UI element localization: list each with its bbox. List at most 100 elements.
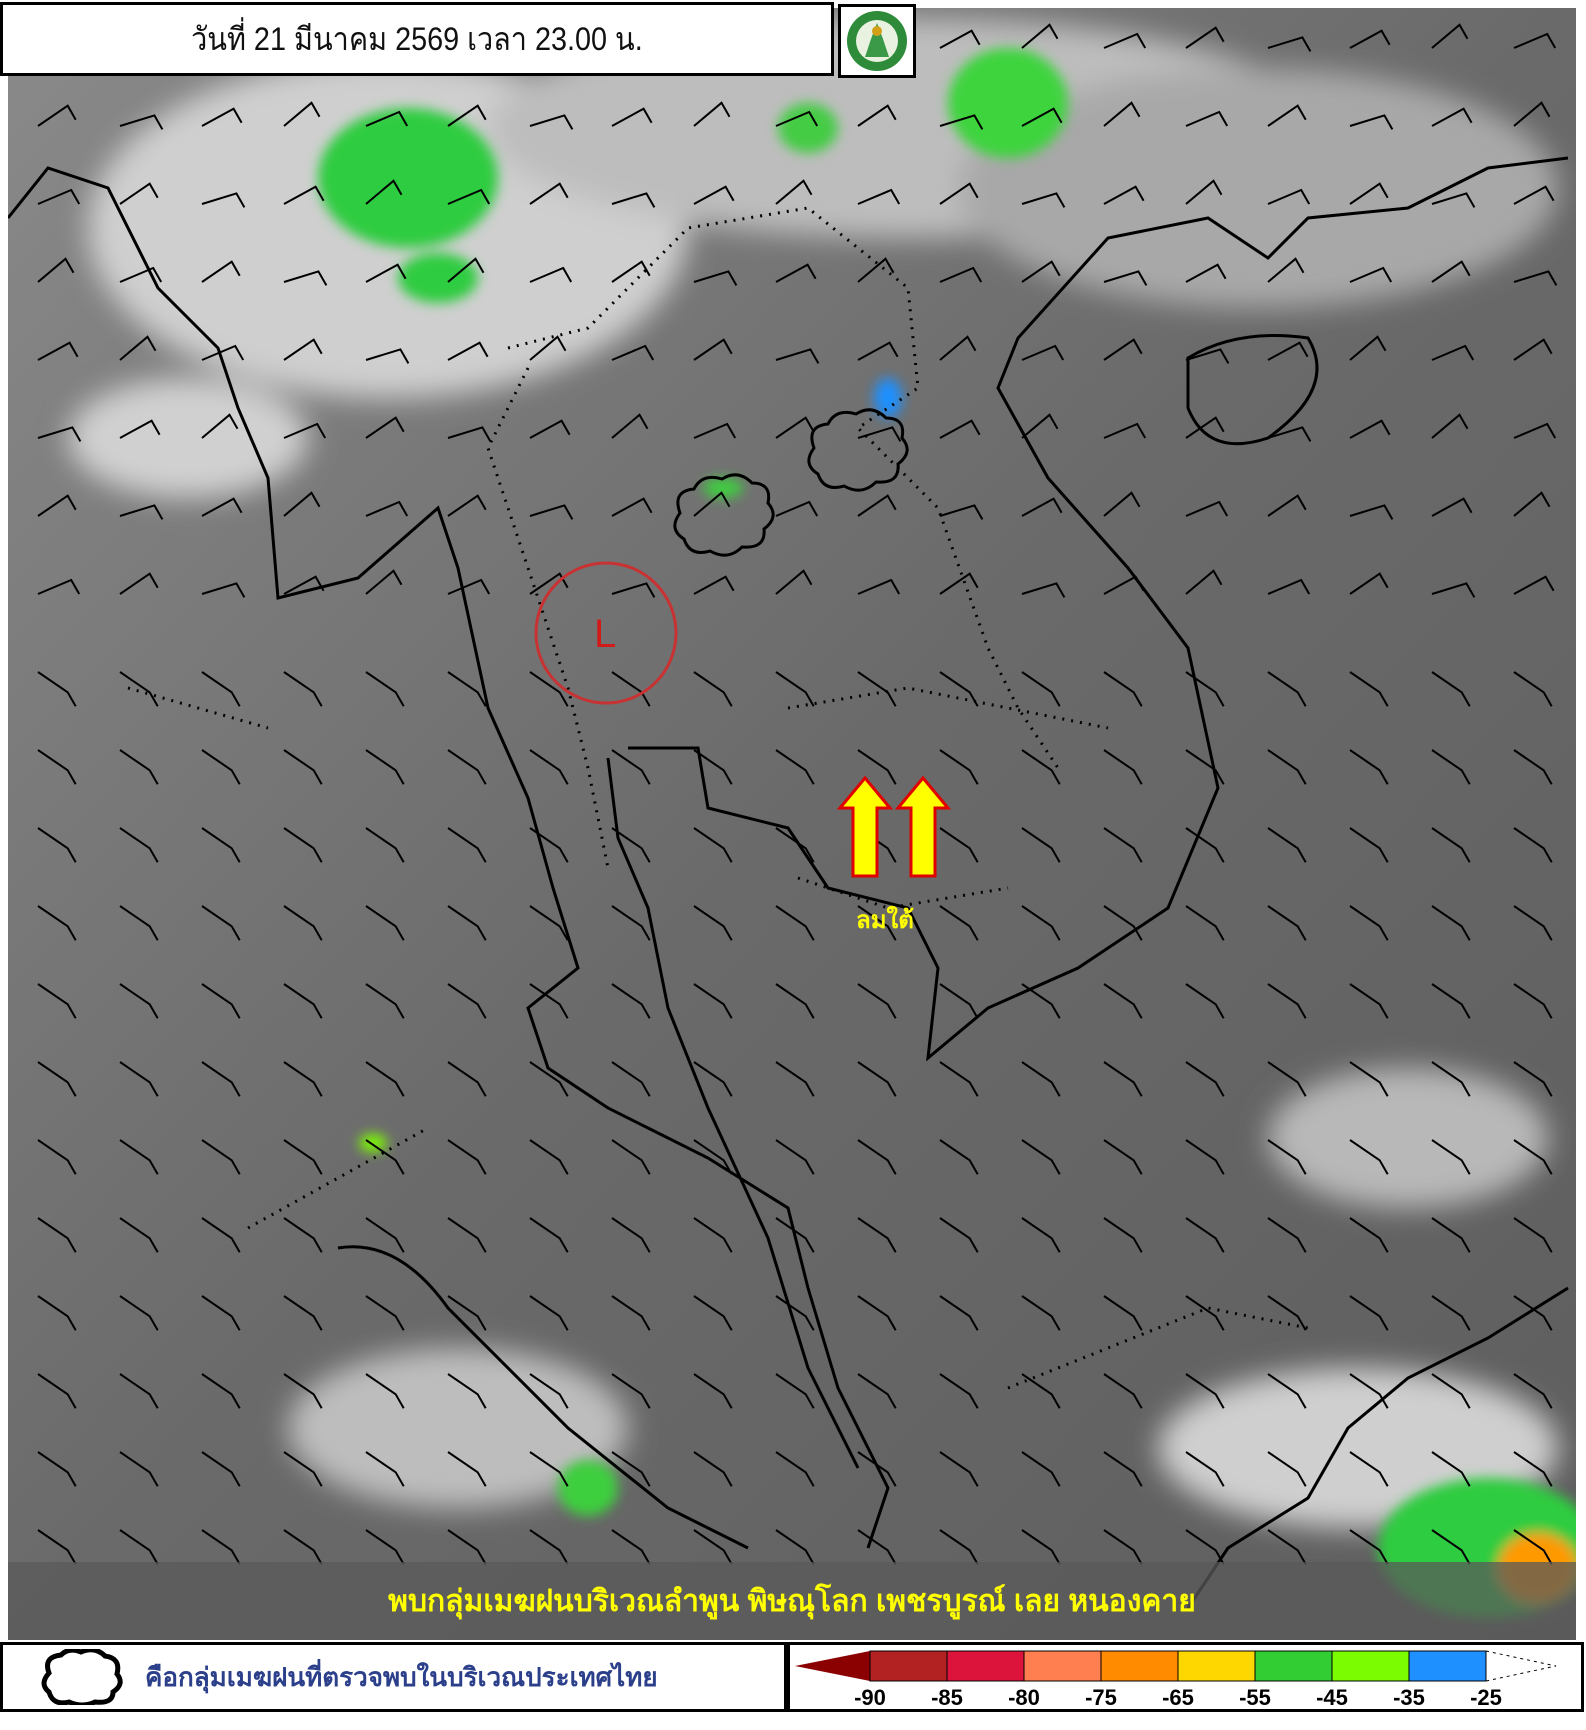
wind-barb (1267, 1061, 1307, 1097)
wind-barb (1185, 110, 1229, 127)
wind-barb (857, 341, 899, 361)
wind-barb (1103, 827, 1143, 863)
tmd-logo-icon (838, 4, 916, 78)
wind-barb (1349, 335, 1387, 361)
wind-barb (365, 110, 409, 127)
wind-barb (283, 1451, 323, 1487)
temperature-color-scale: -90 -85 -80 -75 -65 -55 -45 -35 -25 (787, 1642, 1584, 1712)
page-title: วันที่ 21 มีนาคม 2569 เวลา 23.00 น. (191, 20, 643, 57)
scale-swatch (1331, 1650, 1410, 1682)
rain-cloud-icon (41, 1649, 123, 1705)
wind-barb (365, 348, 410, 364)
wind-barb (693, 671, 733, 707)
wind-barb (37, 104, 77, 127)
wind-barb (1267, 1373, 1307, 1409)
wind-barb (37, 494, 77, 517)
wind-barb (283, 491, 321, 517)
wind-barb (775, 905, 815, 941)
wind-barb (283, 185, 325, 205)
wind-barb (447, 827, 487, 863)
wind-barb (611, 1373, 651, 1409)
wind-barb (939, 29, 981, 49)
wind-barb (529, 1295, 569, 1331)
wind-barb (119, 182, 159, 205)
wind-barb (1513, 101, 1551, 127)
wind-barb (1431, 671, 1471, 707)
wind-barb (857, 905, 897, 941)
wind-barb (1021, 827, 1061, 863)
wind-barb (529, 983, 569, 1019)
wind-barb (529, 1373, 569, 1409)
cloud-legend: คือกลุ่มเมฆฝนที่ตรวจพบในบริเวณประเทศไทย (0, 1642, 787, 1712)
wind-barb (693, 1451, 733, 1487)
wind-barb (201, 749, 241, 785)
rain-area-banner: พบกลุ่มเมฆฝนบริเวณลำพูน พิษณุโลก เพชรบูร… (8, 1562, 1576, 1640)
wind-barb (857, 188, 901, 205)
wind-barb (1267, 578, 1311, 595)
wind-barb (1103, 1061, 1143, 1097)
wind-barb (1267, 341, 1309, 361)
scale-arrow-min (795, 1651, 870, 1681)
wind-barb (119, 1373, 159, 1409)
wind-barb (1513, 270, 1558, 286)
wind-barb (365, 1529, 405, 1565)
wind-barb (365, 569, 403, 595)
wind-barb (365, 983, 405, 1019)
wind-barb (857, 257, 895, 283)
wind-barb (775, 1061, 815, 1097)
wind-barb (1103, 270, 1148, 286)
wind-barb (939, 335, 977, 361)
wind-barb (365, 416, 405, 439)
wind-barb (775, 1373, 815, 1409)
wind-barb (119, 266, 163, 283)
wind-barb (447, 1373, 487, 1409)
wind-barb (1431, 749, 1471, 785)
cloud-legend-text: คือกลุ่มเมฆฝนที่ตรวจพบในบริเวณประเทศไทย (145, 1661, 658, 1692)
wind-barb (1103, 1295, 1143, 1331)
wind-barb (201, 1217, 241, 1253)
scale-swatch (1023, 1650, 1102, 1682)
wind-barb (1431, 1295, 1471, 1331)
wind-barb (37, 1295, 77, 1331)
wind-barb (611, 497, 653, 517)
wind-barb (1431, 827, 1471, 863)
scale-label: -65 (1162, 1685, 1194, 1709)
wind-barb (1185, 1139, 1225, 1175)
wind-barb (37, 188, 81, 205)
scale-label: -45 (1316, 1685, 1348, 1709)
wind-barb (283, 827, 323, 863)
wind-barb (283, 1217, 323, 1253)
wind-barb (283, 1529, 323, 1565)
wind-barb (857, 1061, 897, 1097)
wind-barb (447, 1061, 487, 1097)
wind-barb (365, 500, 409, 517)
wind-barb (447, 188, 491, 205)
scale-label: -55 (1239, 1685, 1271, 1709)
wind-barb (447, 104, 487, 127)
wind-barb (119, 335, 157, 361)
wind-barb (1513, 1451, 1553, 1487)
wind-barb (283, 575, 325, 595)
rain-cloud-outline (673, 408, 909, 557)
wind-barb (693, 827, 733, 863)
wind-barb (283, 101, 321, 127)
wind-barb (1267, 749, 1307, 785)
wind-barb (857, 749, 897, 785)
wind-barb (1431, 1373, 1471, 1409)
wind-barb (1021, 413, 1059, 439)
wind-barb (529, 1061, 569, 1097)
wind-barb (857, 1451, 897, 1487)
wind-barb (1267, 104, 1307, 127)
scale-swatch (869, 1650, 948, 1682)
wind-barb (1103, 1139, 1143, 1175)
wind-barb (1267, 426, 1312, 442)
wind-barb (1349, 1529, 1389, 1565)
wind-barb (201, 1373, 241, 1409)
wind-barb (37, 1529, 77, 1565)
scale-label: -90 (854, 1685, 886, 1709)
wind-barb (775, 1529, 815, 1565)
wind-barb (693, 338, 733, 361)
wind-barb (37, 905, 77, 941)
wind-barb (1349, 1217, 1389, 1253)
wind-barb (37, 1139, 77, 1175)
